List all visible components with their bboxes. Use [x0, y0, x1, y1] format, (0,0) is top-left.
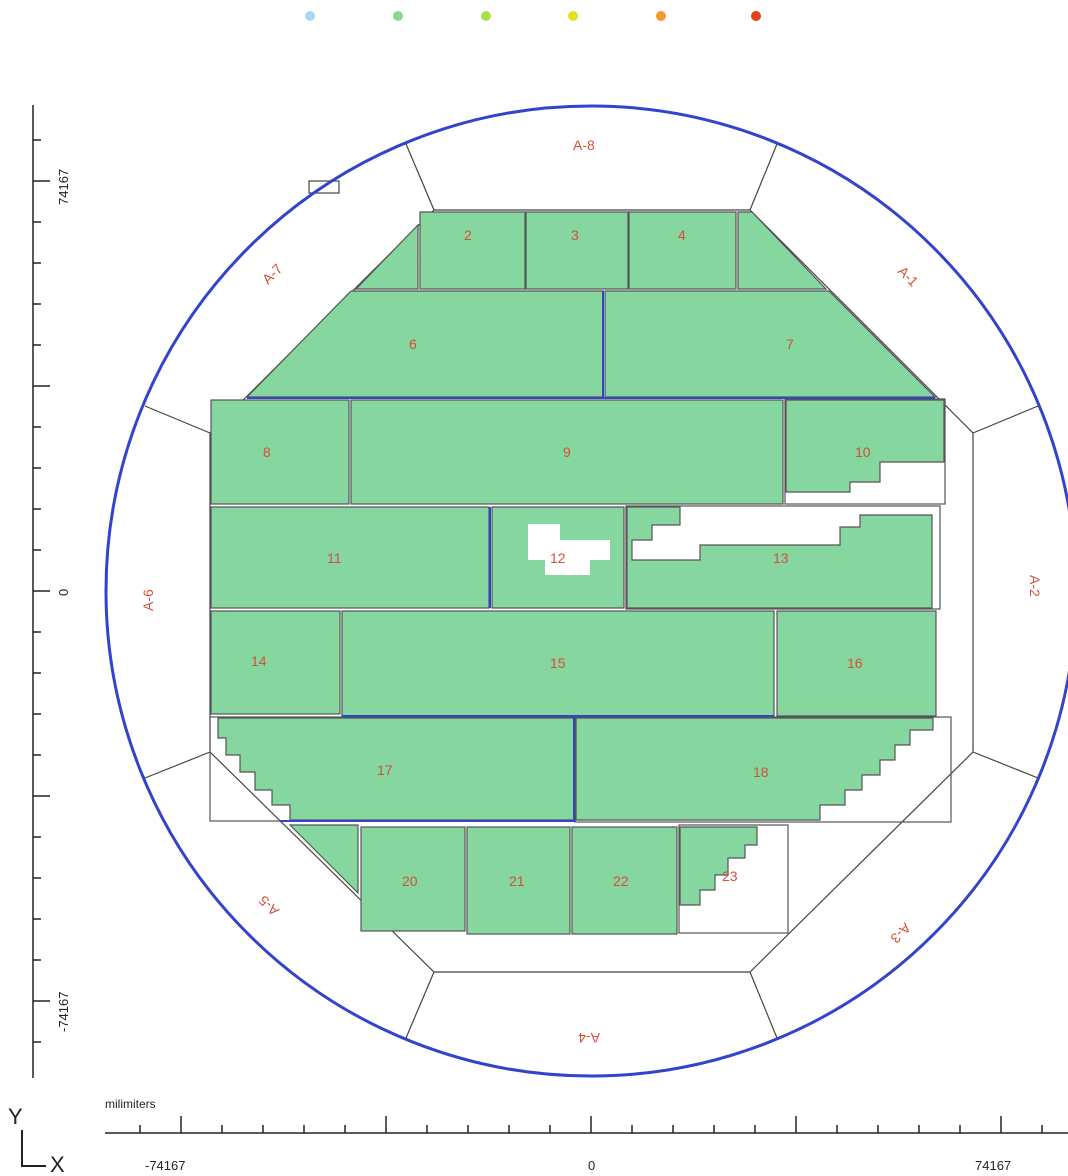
die-label-21: 21: [509, 873, 525, 889]
die-label-4: 4: [678, 227, 686, 243]
die-11[interactable]: [210, 506, 490, 609]
zone-label-a7: A-7: [259, 260, 286, 287]
zone-label-a4: A-4: [578, 1030, 600, 1046]
die-20[interactable]: [360, 826, 466, 932]
lime-dot: [481, 11, 491, 21]
die-13[interactable]: [626, 506, 933, 609]
die-9[interactable]: [350, 399, 784, 505]
y-tick-zero: 0: [56, 589, 71, 596]
die-19-partial[interactable]: [288, 824, 359, 895]
die-label-16: 16: [847, 655, 863, 671]
die-1-partial[interactable]: [354, 223, 419, 290]
die-label-3: 3: [571, 227, 579, 243]
die-10[interactable]: [785, 399, 945, 493]
die-5-partial[interactable]: [737, 211, 828, 290]
y-axis-letter: Y: [8, 1104, 23, 1129]
die-label-7: 7: [786, 336, 794, 352]
die-16[interactable]: [776, 610, 937, 717]
die-label-14: 14: [251, 653, 267, 669]
zone-label-a8: A-8: [573, 137, 595, 153]
yellow-dot: [568, 11, 578, 21]
die-23[interactable]: [679, 826, 758, 906]
die-12-hole: [528, 524, 610, 575]
die-label-20: 20: [402, 873, 418, 889]
die-7[interactable]: [604, 290, 937, 398]
die-label-8: 8: [263, 444, 271, 460]
die-4[interactable]: [628, 211, 737, 290]
die-labels: 2 3 4 6 7 8 9 10 11 12 13 14 15 16 17 18…: [251, 227, 871, 889]
die-label-9: 9: [563, 444, 571, 460]
x-tick-zero: 0: [588, 1158, 595, 1173]
die-label-11: 11: [327, 550, 342, 566]
y-tick-top: 74167: [56, 169, 71, 205]
zone-label-a5: A-5: [255, 892, 282, 919]
x-unit-label: milimiters: [105, 1097, 156, 1111]
die-6[interactable]: [245, 290, 604, 398]
die-17[interactable]: [217, 717, 575, 821]
xy-orientation-marker: Y X: [8, 1104, 65, 1176]
red-dot: [751, 11, 761, 21]
die-13-frame: [625, 505, 941, 610]
zone-label-a6: A-6: [140, 589, 156, 611]
die-label-18: 18: [753, 764, 769, 780]
wafer-edge: [104, 104, 1068, 1078]
zone-label-a3: A-3: [887, 920, 914, 947]
die-18[interactable]: [575, 717, 934, 821]
zone-label-a2: A-2: [1027, 575, 1043, 597]
die-label-17: 17: [377, 762, 393, 778]
light-blue-dot: [305, 11, 315, 21]
die-label-22: 22: [613, 873, 629, 889]
die-23-frame: [678, 824, 789, 934]
zone-boundaries: [144, 143, 1039, 1039]
die-label-23: 23: [722, 868, 738, 884]
x-tick-right: 74167: [975, 1158, 1011, 1173]
orange-dot: [656, 11, 666, 21]
die-blocks: [209, 211, 952, 935]
die-21[interactable]: [466, 826, 571, 935]
die-label-6: 6: [409, 336, 417, 352]
die-22[interactable]: [571, 826, 678, 935]
die-2[interactable]: [419, 211, 526, 290]
y-axis: [32, 105, 50, 1078]
blue-separators: [247, 291, 935, 822]
green-dot: [393, 11, 403, 21]
x-axis-letter: X: [50, 1152, 65, 1176]
legend: [305, 11, 761, 21]
zone-label-a1: A-1: [895, 263, 922, 290]
x-tick-left: -74167: [145, 1158, 185, 1173]
x-axis: [105, 1116, 1068, 1134]
die-3[interactable]: [525, 211, 629, 290]
die-14[interactable]: [210, 610, 341, 715]
die-label-12: 12: [550, 550, 566, 566]
die-label-13: 13: [773, 550, 789, 566]
die-label-10: 10: [855, 444, 871, 460]
die-8[interactable]: [210, 399, 350, 505]
die-label-15: 15: [550, 655, 566, 671]
y-tick-bottom: -74167: [56, 992, 71, 1032]
die-label-2: 2: [464, 227, 472, 243]
